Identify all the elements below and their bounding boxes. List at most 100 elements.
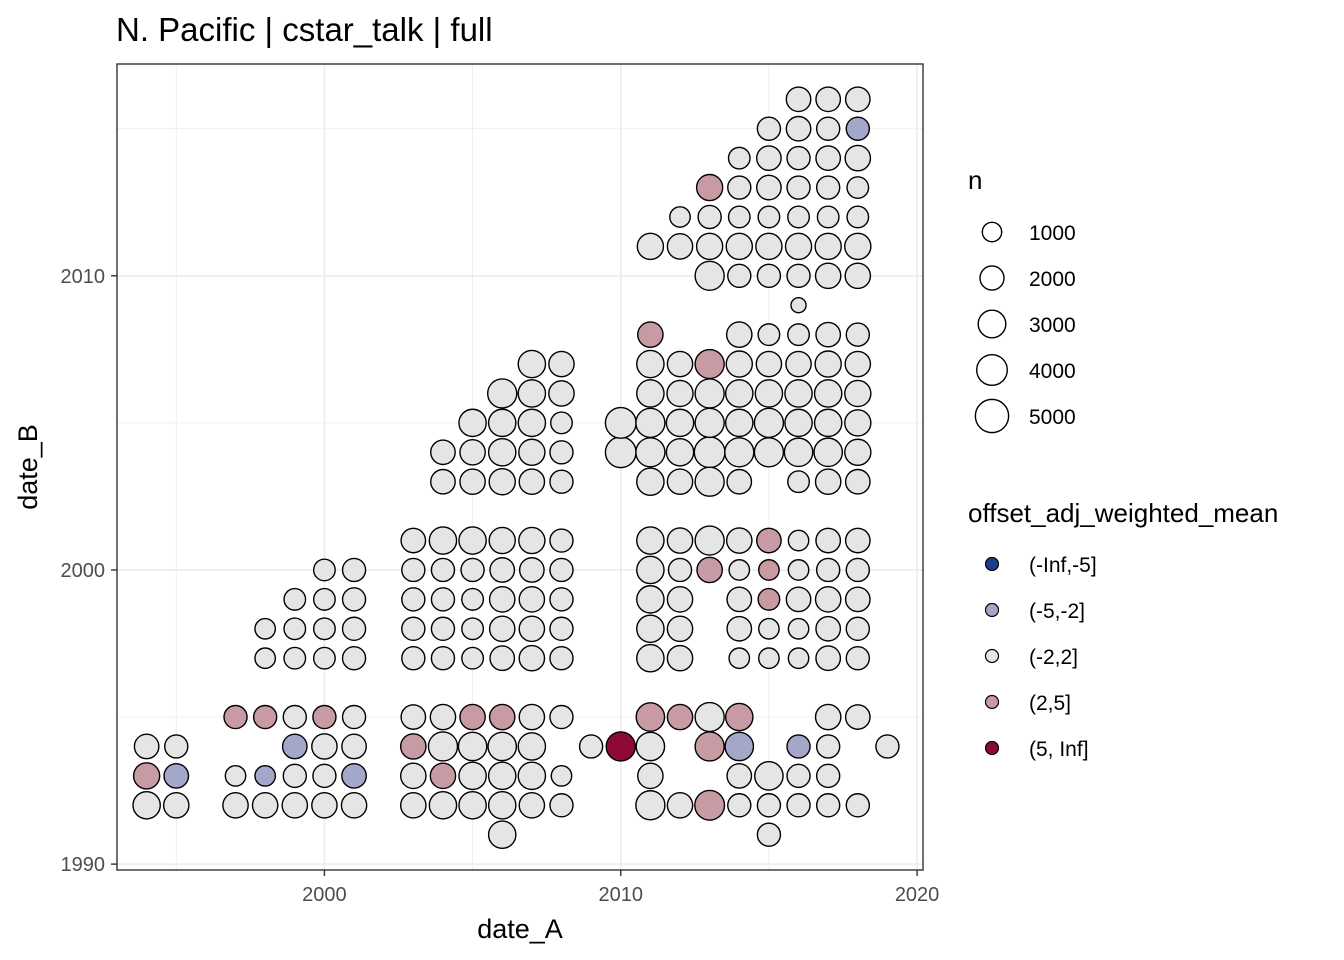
data-point	[399, 733, 427, 760]
plot-panel-background	[117, 64, 923, 870]
data-point	[726, 586, 753, 613]
data-point	[430, 616, 456, 642]
data-point	[694, 378, 725, 409]
color-legend-label: (-2,2]	[1029, 646, 1078, 669]
data-point	[635, 702, 666, 732]
data-point	[755, 145, 782, 172]
data-point	[549, 616, 574, 642]
data-point	[517, 732, 547, 761]
data-point	[399, 762, 427, 790]
data-point	[636, 379, 665, 408]
data-point	[666, 791, 694, 819]
data-point	[787, 205, 811, 229]
data-point	[518, 468, 546, 496]
color-legend-key	[984, 556, 1000, 572]
data-point	[459, 468, 486, 496]
data-point	[461, 587, 485, 611]
data-point	[635, 437, 666, 468]
data-point	[549, 645, 574, 671]
data-point	[549, 704, 574, 730]
data-point	[815, 793, 841, 818]
data-point	[669, 206, 691, 228]
data-point	[341, 733, 367, 760]
data-point	[694, 731, 725, 762]
data-point	[517, 761, 547, 791]
data-point	[844, 350, 872, 378]
data-point	[550, 764, 573, 787]
data-point	[844, 144, 872, 172]
data-point	[814, 232, 842, 261]
data-point	[518, 644, 546, 672]
data-point	[665, 437, 695, 467]
data-point	[341, 616, 367, 642]
data-point	[753, 437, 785, 468]
data-point	[430, 645, 456, 671]
data-point	[429, 703, 457, 731]
data-point	[224, 764, 247, 787]
data-point	[223, 704, 248, 730]
data-point	[790, 296, 807, 314]
data-point	[727, 175, 752, 200]
data-point	[724, 408, 754, 438]
data-point	[487, 761, 517, 791]
data-point	[518, 586, 546, 613]
data-point	[549, 469, 574, 494]
size-legend-key	[974, 398, 1010, 434]
data-point	[816, 205, 840, 229]
data-point	[786, 263, 811, 289]
data-point	[666, 527, 694, 554]
data-point	[489, 645, 516, 672]
x-axis-title: date_A	[477, 914, 563, 944]
data-point	[844, 704, 871, 730]
data-point	[428, 790, 458, 820]
data-point	[787, 323, 811, 347]
data-point	[549, 587, 574, 612]
color-legend-key	[984, 694, 1000, 710]
data-point	[694, 525, 725, 556]
size-legend-key	[979, 265, 1005, 291]
data-point	[488, 703, 516, 731]
data-point	[726, 615, 753, 642]
size-legend-label: 4000	[1029, 360, 1076, 383]
data-point	[784, 408, 813, 438]
data-point	[784, 379, 813, 408]
data-point	[665, 408, 695, 438]
data-point	[844, 468, 871, 495]
data-point	[458, 761, 487, 791]
data-point	[815, 615, 842, 642]
data-point	[724, 702, 754, 732]
data-point	[758, 559, 780, 581]
data-point	[428, 526, 458, 555]
data-point	[666, 468, 694, 496]
data-point	[636, 585, 665, 614]
data-point	[489, 557, 516, 583]
data-point	[814, 586, 842, 613]
data-point	[725, 350, 754, 378]
data-point	[341, 645, 367, 671]
data-point	[815, 734, 841, 759]
color-legend-key	[984, 602, 1000, 618]
data-point	[758, 617, 780, 640]
data-point	[815, 527, 842, 554]
data-point	[814, 262, 842, 290]
data-point	[430, 587, 456, 612]
data-point	[694, 789, 726, 821]
x-tick-label: 2000	[302, 884, 347, 906]
data-point	[844, 232, 872, 261]
data-point	[549, 557, 574, 583]
color-legend-label: (5, Inf]	[1029, 738, 1089, 761]
data-point	[518, 438, 546, 467]
data-point	[695, 232, 724, 261]
data-point	[636, 232, 665, 261]
data-point	[815, 145, 842, 172]
data-point	[815, 557, 841, 583]
data-point	[814, 703, 842, 731]
size-legend: n 1000 2000 3000 4000 5000	[968, 165, 1076, 434]
y-tick-label: 2010	[61, 266, 106, 288]
data-point	[518, 703, 546, 731]
color-legend-label: (2,5]	[1029, 692, 1071, 715]
data-point	[254, 617, 277, 640]
data-point	[724, 437, 755, 468]
data-point	[724, 731, 755, 762]
data-point	[785, 586, 812, 613]
